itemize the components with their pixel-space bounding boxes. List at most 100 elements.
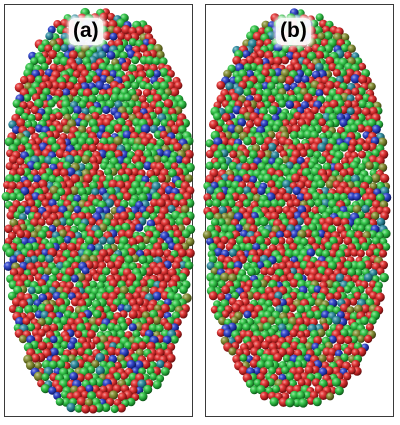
sphere (367, 118, 377, 128)
sphere (363, 273, 373, 282)
sphere (329, 99, 339, 109)
sphere (355, 144, 363, 153)
sphere (343, 372, 352, 381)
sphere (266, 192, 276, 202)
sphere (351, 348, 360, 357)
sphere (252, 243, 261, 252)
sphere (51, 267, 60, 276)
sphere (26, 199, 36, 208)
sphere (159, 81, 169, 91)
sphere (305, 149, 315, 158)
sphere (137, 379, 147, 389)
sphere (243, 63, 252, 72)
sphere (253, 367, 262, 376)
sphere (8, 155, 18, 165)
sphere (311, 191, 321, 202)
sphere (62, 124, 72, 134)
sphere (154, 106, 163, 115)
sphere (227, 124, 237, 134)
sphere (301, 75, 310, 84)
sphere (166, 353, 176, 363)
sphere (92, 309, 102, 319)
sphere (81, 143, 90, 152)
sphere (106, 346, 117, 357)
sphere (313, 348, 322, 357)
sphere (95, 366, 105, 376)
sphere (371, 236, 381, 246)
sphere (124, 255, 134, 265)
sphere (95, 80, 105, 91)
sphere (73, 105, 82, 115)
sphere (212, 198, 222, 208)
sphere (84, 62, 94, 72)
sphere (256, 150, 266, 160)
sphere (300, 101, 310, 110)
sphere (281, 155, 290, 164)
sphere (171, 311, 181, 320)
sphere (94, 229, 104, 239)
sphere (314, 62, 324, 72)
sphere (292, 186, 302, 196)
sphere (151, 118, 161, 127)
sphere (310, 142, 320, 153)
sphere (267, 142, 277, 152)
sphere (52, 168, 61, 178)
sphere (293, 261, 302, 270)
sphere (67, 242, 77, 252)
sphere (356, 260, 366, 271)
sphere (87, 365, 96, 374)
sphere (135, 297, 144, 306)
sphere (322, 162, 332, 171)
sphere (162, 335, 172, 345)
sphere (224, 105, 234, 115)
sphere (30, 105, 40, 115)
sphere (102, 105, 111, 115)
sphere (333, 106, 343, 115)
sphere (65, 81, 75, 91)
sphere (142, 235, 151, 245)
sphere (128, 309, 138, 320)
simulation-box-frame (4, 4, 193, 417)
sphere (371, 211, 380, 221)
sphere (327, 225, 337, 234)
sphere (272, 124, 280, 133)
sphere (121, 25, 131, 35)
sphere (8, 305, 17, 313)
sphere (60, 44, 69, 53)
sphere (295, 93, 305, 103)
sphere (342, 75, 351, 84)
sphere (77, 163, 86, 172)
sphere (108, 390, 119, 400)
sphere (237, 118, 247, 127)
sphere (294, 360, 303, 369)
sphere (267, 81, 276, 91)
sphere (84, 236, 94, 245)
sphere (90, 87, 99, 96)
sphere (205, 211, 215, 220)
sphere (4, 137, 14, 147)
sphere (86, 329, 96, 339)
sphere (357, 335, 365, 343)
packed-spheres-image-a (1, 4, 196, 417)
sphere (124, 229, 135, 239)
sphere (351, 359, 361, 369)
sphere (270, 334, 280, 344)
sphere (346, 306, 355, 315)
sphere (231, 132, 240, 141)
sphere (85, 137, 94, 146)
sphere (142, 186, 151, 195)
sphere (249, 224, 258, 233)
sphere (96, 342, 105, 351)
sphere (49, 185, 59, 196)
sphere (181, 156, 191, 166)
sphere (113, 136, 123, 146)
sphere (263, 100, 272, 109)
sphere (379, 260, 388, 270)
sphere (335, 185, 346, 196)
sphere (252, 217, 262, 227)
sphere (120, 372, 128, 381)
sphere (142, 211, 151, 220)
sphere (92, 174, 101, 184)
sphere (213, 247, 223, 257)
sphere (347, 44, 356, 53)
